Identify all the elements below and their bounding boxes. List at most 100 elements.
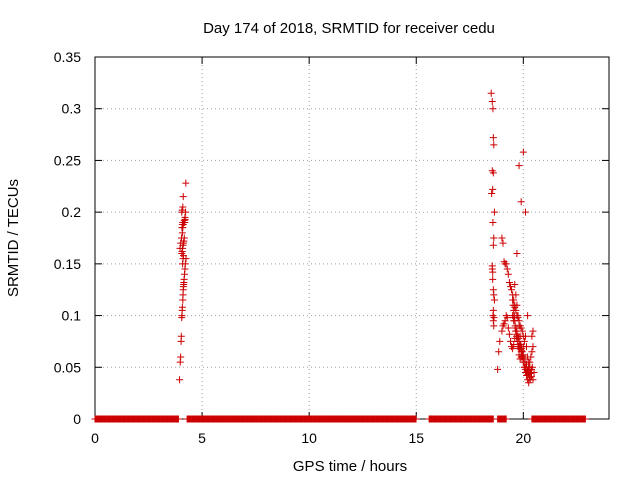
data-point [179, 203, 187, 211]
y-tick-label: 0.3 [62, 101, 82, 117]
data-point [509, 345, 517, 353]
data-point [526, 369, 534, 377]
data-point [489, 275, 497, 283]
data-point [489, 241, 497, 249]
data-point [180, 234, 188, 242]
data-point [489, 185, 497, 193]
data-point [499, 239, 507, 247]
data-point [504, 270, 512, 278]
data-point [518, 345, 526, 353]
data-point [176, 376, 184, 384]
data-point [529, 327, 537, 335]
data-point [528, 363, 536, 371]
data-point [518, 327, 526, 335]
data-point [488, 265, 496, 273]
data-point [496, 337, 504, 345]
data-point [490, 296, 498, 304]
data-point [489, 218, 497, 226]
x-tick-label: 5 [198, 430, 206, 446]
y-tick-label: 0.25 [54, 152, 81, 168]
data-point [504, 324, 512, 332]
data-point [489, 306, 497, 314]
data-point [515, 162, 523, 170]
data-point [490, 314, 498, 322]
data-point [178, 303, 186, 311]
data-point [179, 252, 187, 260]
data-point [489, 134, 497, 142]
data-point [515, 334, 523, 342]
data-point [517, 324, 525, 332]
data-point [512, 306, 520, 314]
y-tick-label: 0.35 [54, 49, 81, 65]
data-point [179, 193, 187, 201]
zero-point [502, 415, 510, 423]
chart-title: Day 174 of 2018, SRMTID for receiver ced… [203, 20, 495, 37]
x-tick-label: 10 [301, 430, 317, 446]
zero-point [581, 415, 589, 423]
data-point [502, 260, 510, 268]
data-point [511, 281, 519, 289]
y-tick-label: 0.05 [54, 359, 81, 375]
data-point [500, 320, 508, 328]
data-point [177, 332, 185, 340]
data-point [519, 148, 527, 156]
x-tick-label: 20 [516, 430, 532, 446]
y-tick-label: 0.15 [54, 256, 81, 272]
data-point [529, 343, 537, 351]
data-point [506, 283, 514, 291]
data-point [524, 365, 532, 373]
x-axis-label: GPS time / hours [293, 458, 407, 475]
zero-point [174, 415, 182, 423]
data-point [177, 353, 185, 361]
data-point [517, 198, 525, 206]
data-point [490, 208, 498, 216]
data-point [488, 97, 496, 105]
data-point [487, 89, 495, 97]
data-point [510, 341, 518, 349]
y-tick-label: 0.2 [62, 204, 82, 220]
data-point [524, 312, 532, 320]
data-point [490, 234, 498, 242]
data-point [523, 360, 531, 368]
data-point [513, 250, 521, 258]
data-point [525, 379, 533, 387]
x-tick-label: 0 [91, 430, 99, 446]
data-point [179, 218, 187, 226]
data-point [495, 348, 503, 356]
data-point [498, 327, 506, 335]
data-point [519, 332, 527, 340]
data-point [489, 169, 497, 177]
data-point [528, 348, 536, 356]
data-point [488, 190, 496, 198]
data-point [178, 206, 186, 214]
data-point [506, 337, 514, 345]
zero-point [412, 415, 420, 423]
data-point [512, 327, 520, 335]
data-point [490, 141, 498, 149]
data-point [521, 208, 529, 216]
data-point [498, 234, 506, 242]
data-points [91, 89, 589, 423]
data-point [520, 337, 528, 345]
y-tick-label: 0 [73, 411, 81, 427]
data-point [494, 365, 502, 373]
data-point [521, 355, 529, 363]
data-point [510, 296, 518, 304]
data-point [510, 314, 518, 322]
y-tick-label: 0.1 [62, 308, 82, 324]
data-point [528, 332, 536, 340]
data-point [513, 330, 521, 338]
axis-ticks: 0 0.05 0.1 0.15 0.2 0.25 0.3 0.35 0 5 10 15 20 [54, 49, 609, 446]
data-point [503, 265, 511, 273]
data-point [182, 179, 190, 187]
data-point [511, 324, 519, 332]
data-point [527, 373, 535, 381]
x-tick-label: 15 [408, 430, 424, 446]
data-point [516, 341, 524, 349]
data-point [489, 105, 497, 113]
data-point [505, 330, 513, 338]
data-point [490, 322, 498, 330]
data-point [505, 278, 513, 286]
data-point [511, 303, 519, 311]
